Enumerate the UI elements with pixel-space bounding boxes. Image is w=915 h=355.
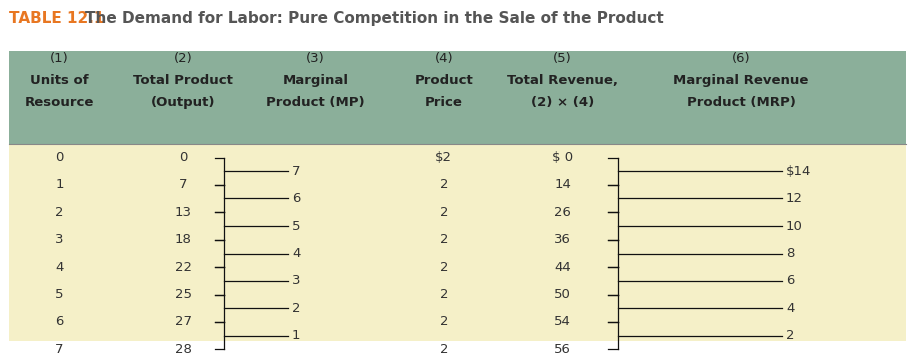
Text: Product: Product (414, 74, 473, 87)
Text: 27: 27 (175, 316, 191, 328)
Text: 2: 2 (439, 206, 448, 219)
Text: 28: 28 (175, 343, 191, 355)
Text: 5: 5 (55, 288, 64, 301)
Text: 3: 3 (55, 234, 64, 246)
Text: 25: 25 (175, 288, 191, 301)
Text: 1: 1 (292, 329, 300, 342)
Text: 56: 56 (554, 343, 571, 355)
Text: TABLE 12.1: TABLE 12.1 (9, 11, 104, 26)
Text: 12: 12 (786, 192, 803, 205)
Text: 50: 50 (554, 288, 571, 301)
Text: 18: 18 (175, 234, 191, 246)
Text: 6: 6 (55, 316, 64, 328)
Text: 3: 3 (292, 274, 300, 288)
Text: (2): (2) (174, 52, 192, 65)
Text: 6: 6 (292, 192, 300, 205)
Text: Price: Price (425, 97, 463, 109)
Text: 10: 10 (786, 220, 802, 233)
Text: 2: 2 (439, 261, 448, 274)
Text: 0: 0 (178, 152, 188, 164)
Text: The Demand for Labor: Pure Competition in the Sale of the Product: The Demand for Labor: Pure Competition i… (85, 11, 664, 26)
Text: 44: 44 (554, 261, 571, 274)
Text: 1: 1 (55, 178, 64, 191)
Text: 4: 4 (292, 247, 300, 260)
Text: 2: 2 (439, 343, 448, 355)
Text: 2: 2 (786, 329, 794, 342)
Text: 0: 0 (55, 152, 64, 164)
Text: Units of: Units of (30, 74, 89, 87)
Text: 4: 4 (786, 302, 794, 315)
Text: Marginal Revenue: Marginal Revenue (673, 74, 809, 87)
Text: 26: 26 (554, 206, 571, 219)
Text: 2: 2 (292, 302, 300, 315)
Text: 2: 2 (439, 234, 448, 246)
Text: (4): (4) (435, 52, 453, 65)
Text: 7: 7 (292, 165, 300, 178)
Text: 2: 2 (55, 206, 64, 219)
Text: 2: 2 (439, 316, 448, 328)
Text: 4: 4 (55, 261, 64, 274)
Text: 6: 6 (786, 274, 794, 288)
Text: (1): (1) (50, 52, 69, 65)
Text: 54: 54 (554, 316, 571, 328)
Text: 2: 2 (439, 288, 448, 301)
Text: Product (MRP): Product (MRP) (687, 97, 795, 109)
Text: $ 0: $ 0 (552, 152, 574, 164)
Text: (5): (5) (554, 52, 572, 65)
Text: 7: 7 (55, 343, 64, 355)
Text: Marginal: Marginal (283, 74, 349, 87)
Text: (3): (3) (307, 52, 325, 65)
Text: $2: $2 (436, 152, 452, 164)
Text: Resource: Resource (25, 97, 94, 109)
Text: 13: 13 (175, 206, 191, 219)
Text: $14: $14 (786, 165, 812, 178)
Text: 7: 7 (178, 178, 188, 191)
Text: 5: 5 (292, 220, 300, 233)
Text: 36: 36 (554, 234, 571, 246)
Text: 22: 22 (175, 261, 191, 274)
Text: 2: 2 (439, 178, 448, 191)
Text: 8: 8 (786, 247, 794, 260)
Text: Product (MP): Product (MP) (266, 97, 365, 109)
Text: (6): (6) (732, 52, 750, 65)
Text: Total Product: Total Product (133, 74, 233, 87)
Text: 14: 14 (554, 178, 571, 191)
Bar (9, 144, 906, 341)
Bar (9, 51, 906, 144)
Text: Total Revenue,: Total Revenue, (507, 74, 619, 87)
Text: (2) × (4): (2) × (4) (531, 97, 595, 109)
Text: (Output): (Output) (151, 97, 215, 109)
